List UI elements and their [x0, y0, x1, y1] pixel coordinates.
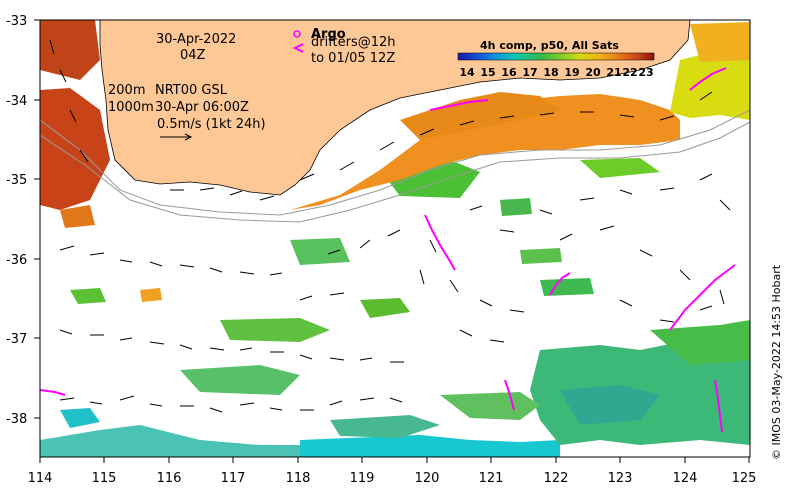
x-tick-label: 115 — [92, 471, 117, 486]
x-tick-label: 122 — [544, 471, 569, 486]
x-tick-label: 120 — [415, 471, 440, 486]
y-tick-label: -37 — [6, 332, 27, 347]
plot-frame — [39, 19, 751, 458]
credit-label: © IMOS 03-May-2022 14:53 Hobart — [770, 264, 783, 460]
colorbar-title: 4h comp, p50, All Sats — [480, 39, 619, 52]
colorbar — [457, 52, 655, 61]
x-tick-label: 116 — [157, 471, 182, 486]
x-tick-label: 118 — [286, 471, 311, 486]
colorbar-tick: 22 — [622, 66, 637, 79]
x-tick-label: 114 — [28, 471, 53, 486]
x-axis: 114 115 116 117 118 119 120 121 122 123 … — [28, 457, 757, 486]
x-tick-label: 125 — [732, 471, 757, 486]
colorbar-tick: 18 — [543, 66, 558, 79]
x-tick-label: 121 — [479, 471, 504, 486]
colorbar-tick: 14 — [459, 66, 475, 79]
colorbar-tick: 16 — [501, 66, 517, 79]
scale-arrow — [160, 133, 193, 141]
date-label: 30-Apr-2022 — [156, 32, 236, 47]
current-time-label: 30-Apr 06:00Z — [155, 100, 249, 115]
scale-label: 0.5m/s (1kt 24h) — [157, 117, 266, 132]
argo-title: Argo — [311, 27, 346, 42]
colorbar-tick: 17 — [522, 66, 537, 79]
y-axis: -33 -34 -35 -36 -37 -38 — [6, 14, 40, 427]
colorbar-tick: 23 — [638, 66, 653, 79]
x-tick-label: 124 — [673, 471, 698, 486]
y-tick-label: -38 — [6, 412, 27, 427]
current-vectors — [49, 39, 731, 413]
sst-data-layer — [40, 20, 750, 457]
time-label: 04Z — [180, 48, 206, 63]
map-annotations: 30-Apr-2022 04Z 200m NRT00 GSL 1000m 30-… — [108, 27, 655, 141]
argo-drifter-tracks — [40, 67, 736, 433]
product-label: NRT00 GSL — [155, 83, 228, 98]
bathymetry-contours — [40, 109, 750, 223]
argo-marker-icon — [293, 30, 301, 38]
depth-label-200m: 200m — [108, 83, 145, 98]
y-tick-label: -34 — [6, 94, 27, 109]
map-plot-area — [40, 20, 750, 457]
x-tick-label: 123 — [608, 471, 633, 486]
y-tick-label: -33 — [6, 14, 27, 29]
drifters-label: drifters@12h — [311, 35, 396, 50]
y-tick-label: -36 — [6, 253, 27, 268]
depth-label-1000m: 1000m — [108, 100, 154, 115]
x-tick-label: 117 — [221, 471, 246, 486]
colorbar-tick: 15 — [480, 66, 495, 79]
land-mass — [99, 20, 691, 196]
colorbar-tick: 19 — [564, 66, 579, 79]
y-tick-label: -35 — [6, 173, 27, 188]
colorbar-tick: 20 — [585, 66, 601, 79]
drifter-arrow-icon — [292, 43, 304, 53]
x-tick-label: 119 — [350, 471, 375, 486]
colorbar-tick: 21 — [606, 66, 621, 79]
drifters-to-label: to 01/05 12Z — [311, 51, 395, 66]
